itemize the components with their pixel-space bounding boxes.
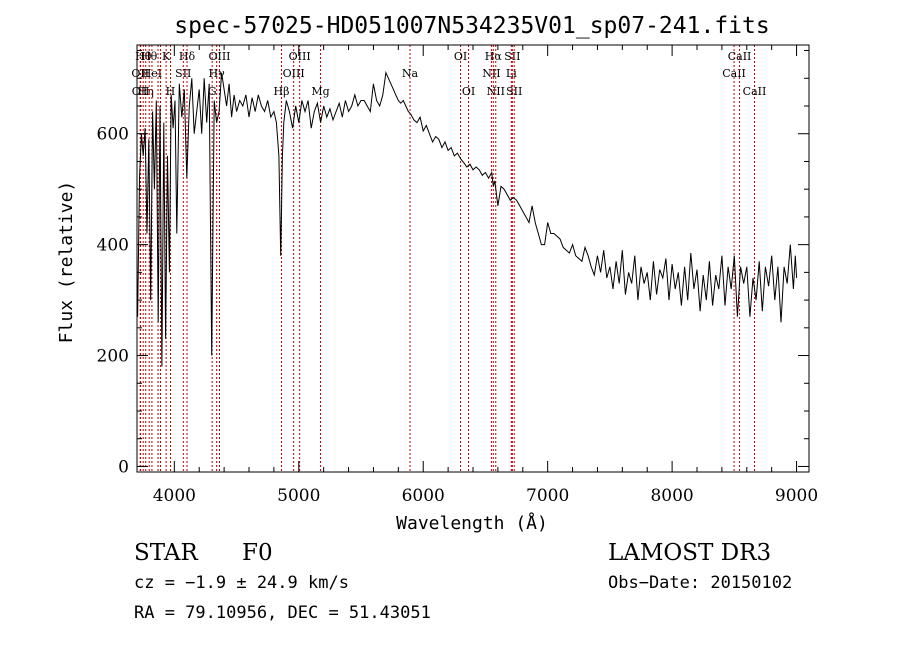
marker-label: NII (482, 67, 500, 80)
marker-label: CaII (728, 50, 752, 63)
marker-label: K (162, 50, 171, 63)
obs-date: Obs−Date: 20150102 (608, 573, 793, 593)
marker-label: SII (506, 85, 522, 98)
marker-label: SII (175, 67, 191, 80)
y-axis-label: Flux (relative) (56, 181, 77, 344)
marker-label: OI (462, 85, 475, 98)
x-tick-label: 8000 (650, 486, 693, 506)
marker-label: Hθ (135, 50, 152, 63)
marker-label: OIII (289, 50, 311, 63)
marker-label: H (166, 85, 176, 98)
marker-label: OI (454, 50, 467, 63)
marker-label: HeI (142, 67, 162, 80)
x-tick-label: 5000 (277, 486, 320, 506)
marker-label: SII (504, 50, 520, 63)
y-tick-label: 200 (97, 347, 129, 367)
x-tick-label: 9000 (775, 486, 818, 506)
x-tick-label: 7000 (526, 486, 569, 506)
spectrum-line (137, 70, 798, 367)
x-axis-label: Wavelength (Å) (396, 512, 548, 534)
y-tick-label: 600 (97, 125, 129, 145)
marker-label: Hβ (274, 85, 290, 98)
line-markers: OIIOIIHθHηHθHeIKHSIIHδGHγOIIIHβOIIIOIIIM… (131, 45, 766, 472)
marker-label: CaII (722, 67, 746, 80)
marker-label: Na (402, 67, 419, 80)
marker-label: Hα (485, 50, 503, 63)
marker-label: Hθ (141, 50, 158, 63)
y-tick-label: 0 (118, 457, 129, 477)
marker-label: Mg (311, 85, 329, 98)
marker-label: CaII (743, 85, 767, 98)
x-tick-label: 6000 (402, 486, 445, 506)
marker-label: Hδ (179, 50, 196, 63)
marker-label: OIII (208, 50, 230, 63)
class-label: STAR (134, 540, 198, 566)
cz-value: cz = −1.9 ± 24.9 km/s (134, 573, 349, 593)
survey-label: LAMOST DR3 (608, 540, 772, 566)
x-tick-label: 4000 (153, 486, 196, 506)
axis-ticks: 4000 5000 6000 7000 8000 9000 0 200 400 600 (97, 45, 818, 506)
marker-label: OII (132, 85, 150, 98)
subclass-label: F0 (242, 540, 273, 566)
marker-label: Li (506, 67, 517, 80)
marker-label: OIII (283, 67, 305, 80)
coordinates: RA = 79.10956, DEC = 51.43051 (134, 603, 431, 623)
chart-title: spec-57025-HD051007N534235V01_sp07-241.f… (174, 13, 769, 39)
marker-label: G (208, 85, 217, 98)
y-tick-label: 400 (97, 236, 129, 256)
marker-label: NII (487, 85, 505, 98)
marker-label: Hη (138, 85, 154, 98)
